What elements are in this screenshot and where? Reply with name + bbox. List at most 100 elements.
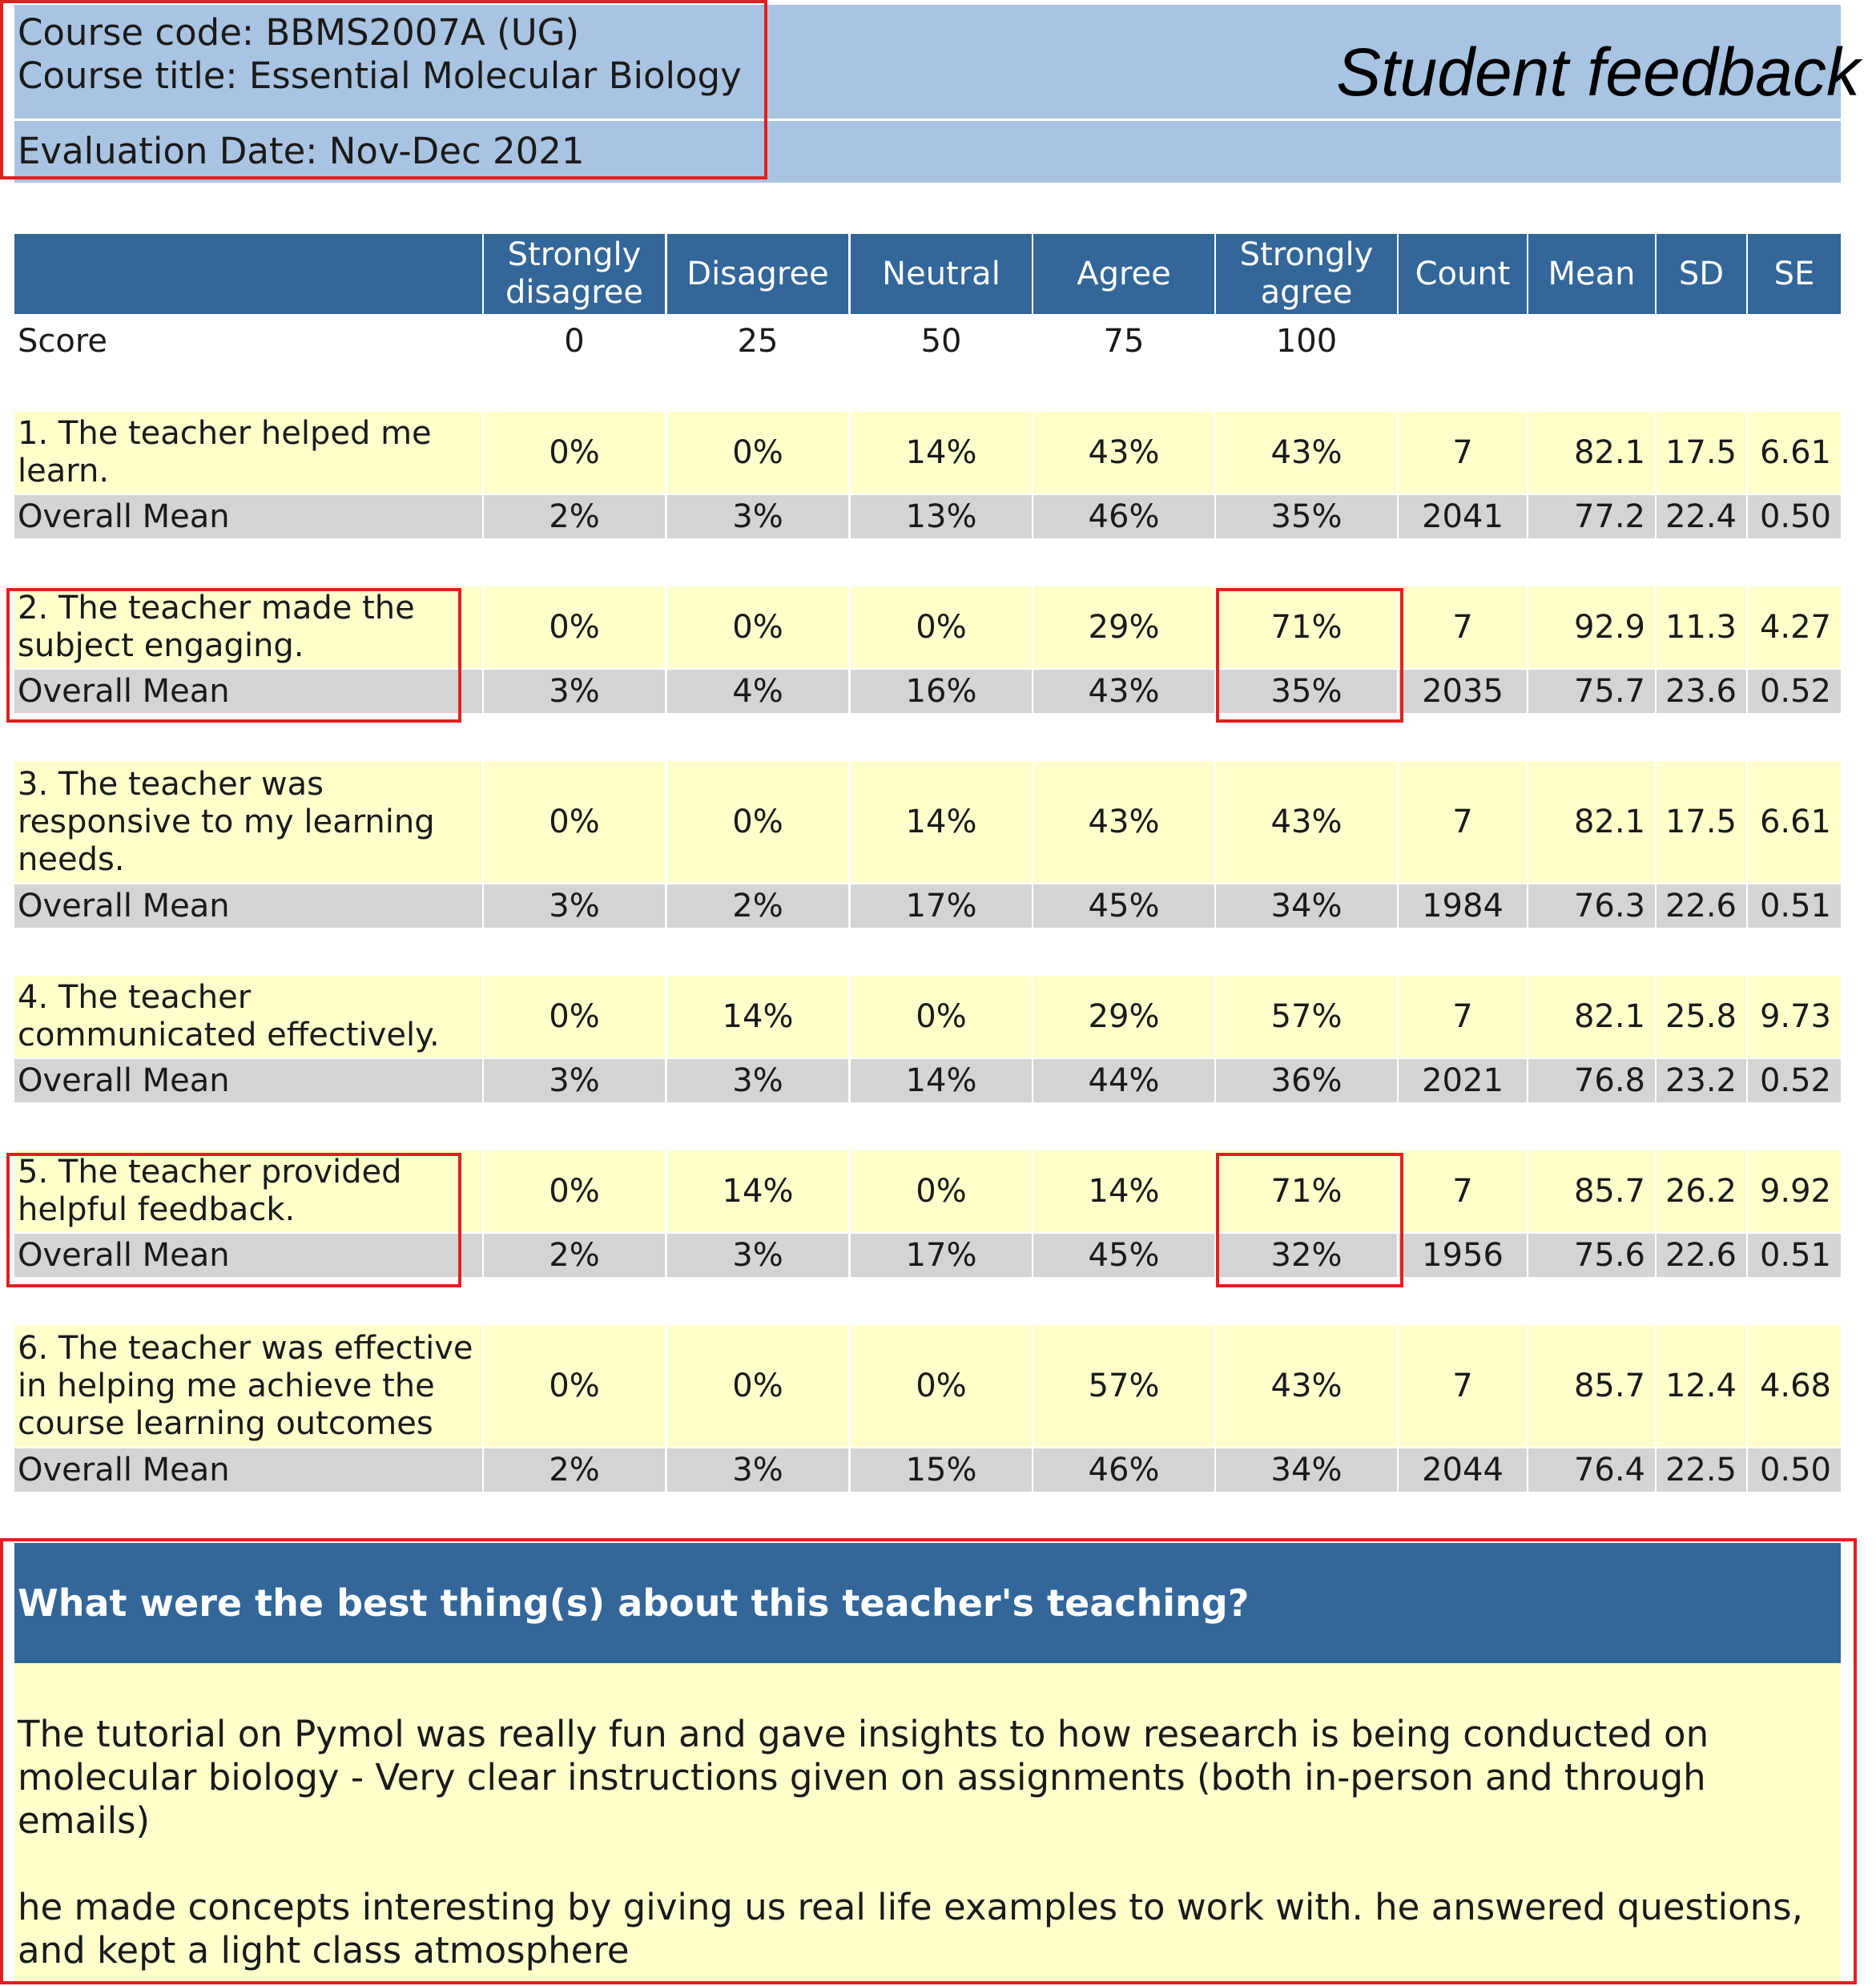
overall-value-strongly-disagree: 2% [484,495,665,538]
overall-mean-label: Overall Mean [14,1059,482,1102]
question-value-sd: 17.5 [1657,412,1746,493]
overall-value-count: 2021 [1399,1059,1527,1102]
score-value: 100 [1275,322,1338,360]
question-value-count: 7 [1399,586,1527,668]
question-value-strongly-disagree: 0% [484,412,665,493]
overall-mean-label: Overall Mean [14,670,482,713]
overall-value-disagree: 3% [667,1059,848,1102]
question-value-strongly-agree: 57% [1216,976,1397,1057]
table-header-blank [14,234,482,314]
overall-value-count: 1956 [1399,1234,1527,1277]
overall-value-strongly-disagree: 3% [484,884,665,928]
overall-value-disagree: 4% [667,670,848,713]
question-value-count: 7 [1399,1150,1527,1232]
column-header-neutral: Neutral [851,234,1032,314]
question-value-count: 7 [1399,976,1527,1057]
column-header-sd: SD [1657,234,1746,314]
score-value: 25 [737,322,779,360]
question-value-count: 7 [1399,761,1527,883]
score-value: 50 [920,322,962,360]
overall-value-neutral: 15% [851,1448,1032,1492]
question-value-strongly-agree: 43% [1216,761,1397,883]
overall-value-sd: 22.6 [1657,1234,1746,1277]
overall-value-sd: 23.6 [1657,670,1746,713]
question-value-strongly-agree: 43% [1216,1325,1397,1447]
course-title: Course title: Essential Molecular Biolog… [18,54,742,97]
question-value-neutral: 0% [851,976,1032,1057]
overall-value-agree: 46% [1033,1448,1214,1492]
overall-value-disagree: 3% [667,495,848,538]
question-value-count: 7 [1399,1325,1527,1447]
question-value-sd: 11.3 [1657,586,1746,668]
question-value-se: 9.73 [1748,976,1841,1057]
overall-value-mean: 75.6 [1528,1234,1655,1277]
question-value-strongly-disagree: 0% [484,761,665,883]
question-value-sd: 12.4 [1657,1325,1746,1447]
overall-value-neutral: 17% [851,884,1032,928]
question-value-sd: 25.8 [1657,976,1746,1057]
overall-value-count: 1984 [1399,884,1527,928]
column-header-strongly-disagree: Strongly disagree [484,234,665,314]
overall-value-sd: 22.5 [1657,1448,1746,1492]
overall-value-se: 0.50 [1748,1448,1841,1492]
question-value-strongly-agree: 71% [1216,1150,1397,1232]
question-label: 6. The teacher was effective in helping … [14,1325,482,1447]
question-value-neutral: 14% [851,412,1032,493]
column-header-se: SE [1748,234,1841,314]
question-value-strongly-agree: 71% [1216,586,1397,668]
overall-value-count: 2044 [1399,1448,1527,1492]
question-value-disagree: 14% [667,1150,848,1232]
overall-value-se: 0.52 [1748,1059,1841,1102]
question-value-disagree: 0% [667,412,848,493]
question-value-strongly-disagree: 0% [484,976,665,1057]
overall-value-strongly-disagree: 3% [484,670,665,713]
overall-value-mean: 75.7 [1528,670,1655,713]
overall-value-se: 0.51 [1748,1234,1841,1277]
question-value-mean: 82.1 [1528,976,1655,1057]
overall-value-strongly-disagree: 2% [484,1448,665,1492]
score-label: Score [18,322,108,360]
question-value-strongly-disagree: 0% [484,586,665,668]
evaluation-date: Evaluation Date: Nov-Dec 2021 [18,130,585,172]
overall-value-strongly-agree: 32% [1216,1234,1397,1277]
page-title: Student feedback [1336,34,1860,110]
overall-value-strongly-agree: 36% [1216,1059,1397,1102]
question-value-se: 4.68 [1748,1325,1841,1447]
overall-value-mean: 76.4 [1528,1448,1655,1492]
overall-value-sd: 22.4 [1657,495,1746,538]
question-value-strongly-disagree: 0% [484,1325,665,1447]
course-code: Course code: BBMS2007A (UG) [18,11,580,54]
overall-value-neutral: 16% [851,670,1032,713]
overall-value-mean: 76.8 [1528,1059,1655,1102]
overall-value-count: 2041 [1399,495,1527,538]
question-value-se: 6.61 [1748,761,1841,883]
overall-value-agree: 43% [1033,670,1214,713]
question-value-se: 9.92 [1748,1150,1841,1232]
overall-value-strongly-agree: 35% [1216,670,1397,713]
overall-value-agree: 45% [1033,884,1214,928]
question-value-sd: 26.2 [1657,1150,1746,1232]
question-value-neutral: 0% [851,1325,1032,1447]
question-value-neutral: 14% [851,761,1032,883]
overall-value-neutral: 13% [851,495,1032,538]
overall-value-count: 2035 [1399,670,1527,713]
overall-value-disagree: 3% [667,1234,848,1277]
question-value-sd: 17.5 [1657,761,1746,883]
overall-mean-label: Overall Mean [14,495,482,538]
overall-mean-label: Overall Mean [14,1234,482,1277]
question-value-agree: 43% [1033,761,1214,883]
overall-value-mean: 77.2 [1528,495,1655,538]
overall-mean-label: Overall Mean [14,1448,482,1492]
question-value-agree: 14% [1033,1150,1214,1232]
overall-value-agree: 45% [1033,1234,1214,1277]
question-label: 5. The teacher provided helpful feedback… [14,1150,482,1232]
overall-value-neutral: 14% [851,1059,1032,1102]
overall-value-agree: 44% [1033,1059,1214,1102]
overall-value-strongly-agree: 35% [1216,495,1397,538]
header-divider [14,119,1841,121]
question-label: 2. The teacher made the subject engaging… [14,586,482,668]
overall-value-agree: 46% [1033,495,1214,538]
question-value-agree: 29% [1033,586,1214,668]
question-label: 1. The teacher helped me learn. [14,412,482,493]
